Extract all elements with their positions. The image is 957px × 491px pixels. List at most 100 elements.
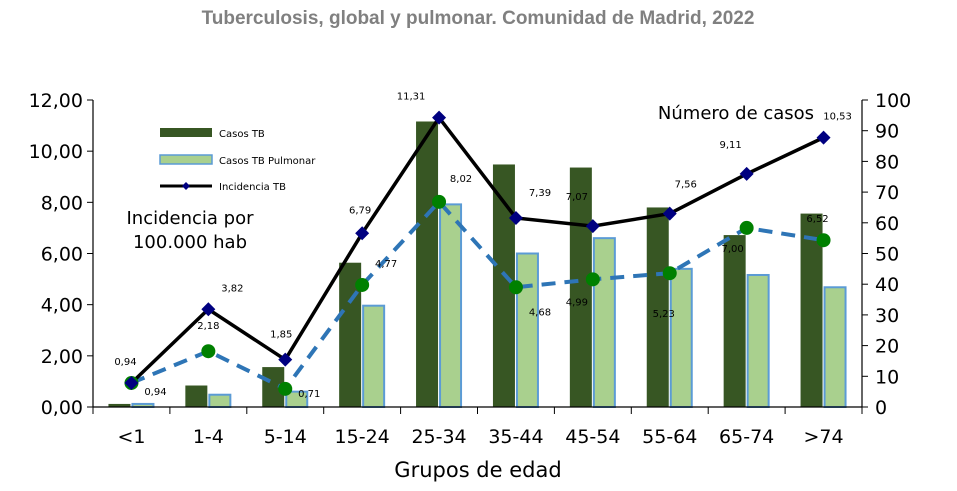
- marker-incidencia-tb: [432, 110, 447, 125]
- marker-incidencia-pulmonar: [278, 381, 293, 396]
- marker-incidencia-pulmonar: [355, 277, 370, 292]
- marker-incidencia-tb: [508, 210, 523, 225]
- left-tick-label: 4,00: [41, 295, 83, 317]
- legend-marker-icon: [182, 182, 190, 190]
- data-label-incidencia-tb: 3,82: [221, 283, 243, 294]
- right-tick-label: 90: [875, 121, 899, 143]
- data-label-incidencia-pulmonar: 5,23: [653, 309, 675, 320]
- legend-label-incidencia-tb: Incidencia TB: [219, 182, 286, 193]
- x-tick-label: 65-74: [719, 426, 774, 448]
- bar-casos-tb: [646, 207, 669, 407]
- right-tick-label: 80: [875, 151, 899, 173]
- marker-incidencia-pulmonar: [201, 344, 216, 359]
- marker-incidencia-pulmonar: [432, 194, 447, 209]
- left-tick-label: 12,00: [29, 90, 83, 112]
- data-label-incidencia-pulmonar: 6,52: [806, 214, 828, 225]
- bar-casos-tb: [185, 385, 208, 407]
- bar-casos-tb-pulmonar: [362, 304, 386, 408]
- data-label-incidencia-tb: 9,11: [720, 140, 742, 151]
- bar-casos-tb-pulmonar: [439, 203, 463, 408]
- left-axis-label-line2: 100.000 hab: [133, 232, 247, 253]
- bar-casos-tb: [569, 167, 592, 407]
- legend-label-casos-tb-pulmonar: Casos TB Pulmonar: [219, 156, 316, 167]
- left-tick-label: 2,00: [41, 346, 83, 368]
- bar-casos-tb-pulmonar: [669, 267, 693, 408]
- marker-incidencia-tb: [124, 375, 139, 390]
- data-label-incidencia-pulmonar: 8,02: [450, 174, 472, 185]
- left-tick-label: 10,00: [29, 141, 83, 163]
- marker-incidencia-pulmonar: [739, 220, 754, 235]
- data-label-incidencia-pulmonar: 0,71: [298, 389, 320, 400]
- bar-casos-tb-pulmonar: [746, 273, 770, 408]
- data-label-incidencia-tb: 7,39: [529, 188, 551, 199]
- right-tick-label: 50: [875, 244, 899, 266]
- marker-incidencia-tb: [739, 166, 754, 181]
- right-tick-label: 0: [875, 397, 887, 419]
- left-tick-label: 8,00: [41, 192, 83, 214]
- chart-title: Tuberculosis, global y pulmonar. Comunid…: [202, 8, 755, 29]
- right-axis-label: Número de casos: [658, 103, 814, 124]
- x-axis-label: Grupos de edad: [394, 458, 561, 482]
- left-tick-label: 6,00: [41, 244, 83, 266]
- data-label-incidencia-tb: 10,53: [823, 112, 852, 123]
- right-tick-label: 20: [875, 336, 899, 358]
- x-tick-label: <1: [117, 426, 145, 448]
- bar-casos-tb-pulmonar: [515, 252, 539, 408]
- data-label-incidencia-tb: 7,56: [675, 180, 697, 191]
- marker-incidencia-tb: [355, 226, 370, 241]
- bar-casos-tb-pulmonar: [208, 393, 232, 409]
- left-axis-label-line1: Incidencia por: [126, 208, 254, 229]
- bar-casos-tb: [262, 367, 285, 407]
- x-tick-label: 1-4: [193, 426, 224, 448]
- bar-casos-tb-pulmonar: [823, 286, 847, 408]
- marker-incidencia-pulmonar: [662, 266, 677, 281]
- left-tick-label: 0,00: [41, 397, 83, 419]
- marker-incidencia-pulmonar: [816, 233, 831, 248]
- data-label-incidencia-pulmonar: 4,68: [529, 307, 551, 318]
- legend-swatch-casos-tb: [160, 128, 212, 137]
- line-incidencia-pulmonar: [130, 198, 824, 392]
- x-tick-label: 5-14: [264, 426, 307, 448]
- data-label-incidencia-pulmonar: 4,99: [566, 297, 588, 308]
- bar-casos-tb-pulmonar: [592, 237, 616, 408]
- marker-incidencia-pulmonar: [508, 280, 523, 295]
- bar-casos-tb: [108, 403, 131, 407]
- bar-casos-tb: [800, 213, 823, 407]
- marker-incidencia-pulmonar: [585, 272, 600, 287]
- legend-swatch-casos-tb-pulmonar: [159, 154, 213, 165]
- right-tick-label: 30: [875, 305, 899, 327]
- x-tick-label: 45-54: [565, 426, 620, 448]
- right-tick-label: 40: [875, 274, 899, 296]
- marker-incidencia-tb: [662, 206, 677, 221]
- data-label-incidencia-tb: 6,79: [349, 205, 371, 216]
- marker-incidencia-tb: [201, 302, 216, 317]
- bar-casos-tb: [492, 164, 515, 407]
- right-tick-label: 70: [875, 182, 899, 204]
- legend: Casos TB Casos TB Pulmonar Incidencia TB: [159, 128, 316, 193]
- x-tick-label: 55-64: [642, 426, 697, 448]
- data-label-incidencia-pulmonar: 2,18: [197, 321, 219, 332]
- marker-incidencia-tb: [585, 219, 600, 234]
- legend-label-casos-tb: Casos TB: [219, 129, 265, 140]
- bar-casos-tb: [416, 121, 439, 408]
- data-label-incidencia-tb: 1,85: [270, 330, 292, 341]
- bar-casos-tb: [723, 235, 746, 407]
- x-tick-label: 35-44: [488, 426, 543, 448]
- x-tick-label: >74: [803, 426, 843, 448]
- data-label-incidencia-tb: 7,07: [566, 192, 588, 203]
- right-tick-label: 10: [875, 366, 899, 388]
- x-tick-label: 15-24: [335, 426, 390, 448]
- marker-incidencia-tb: [816, 130, 831, 145]
- data-label-incidencia-tb: 0,94: [114, 357, 136, 368]
- data-label-incidencia-pulmonar: 4,77: [375, 259, 397, 270]
- right-tick-label: 60: [875, 213, 899, 235]
- data-label-incidencia-pulmonar: 7,00: [722, 244, 744, 255]
- data-label-incidencia-tb: 11,31: [397, 92, 426, 103]
- data-label-incidencia-pulmonar: 0,94: [144, 387, 166, 398]
- right-tick-label: 100: [875, 90, 911, 112]
- marker-incidencia-tb: [278, 352, 293, 367]
- bar-casos-tb: [339, 262, 362, 407]
- line-incidencia-tb: [130, 114, 825, 385]
